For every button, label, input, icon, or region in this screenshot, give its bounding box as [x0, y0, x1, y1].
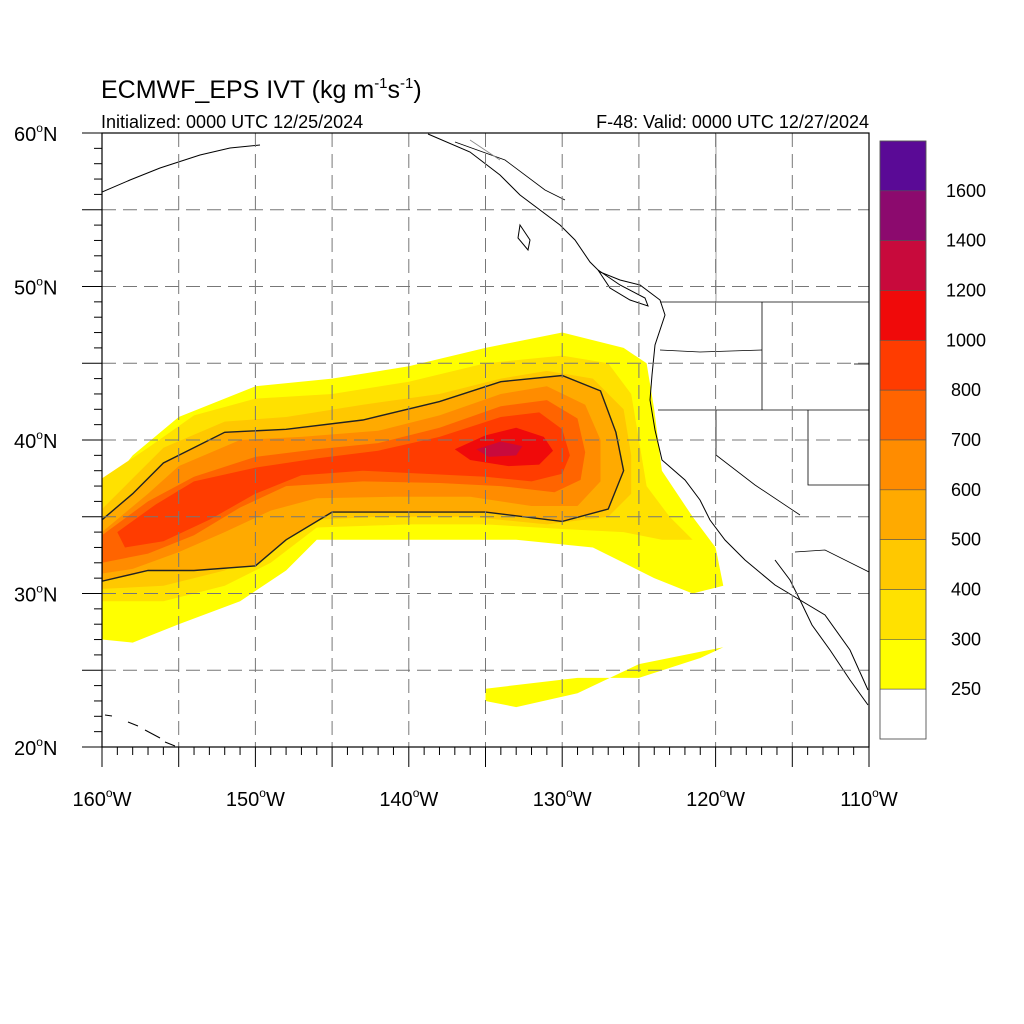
coastlines	[102, 133, 869, 747]
colorbar-swatch	[879, 639, 927, 690]
colorbar-label: 500	[951, 530, 981, 550]
alaska-coast	[102, 144, 261, 193]
colorbar-label: 800	[951, 380, 981, 400]
init-time-label: Initialized: 0000 UTC 12/25/2024	[101, 112, 363, 132]
colorbar-swatch	[879, 240, 927, 291]
colorbar-swatch	[879, 140, 927, 192]
lon-label: 110oW	[840, 786, 898, 811]
colorbar-label: 700	[951, 430, 981, 450]
political-borders	[454, 141, 869, 573]
alaska-canada-border	[454, 141, 566, 201]
lat-label: 30oN	[14, 582, 57, 607]
hawaii-islands	[104, 714, 176, 747]
lat-label: 40oN	[14, 428, 57, 453]
haida-gwaii	[517, 223, 531, 252]
colorbar-swatch	[879, 340, 927, 391]
lat-label: 20oN	[14, 735, 57, 760]
lat-label: 50oN	[14, 275, 57, 300]
colorbar-label: 1200	[946, 281, 986, 301]
north-america-coastline	[427, 133, 869, 691]
colorbar-label: 1000	[946, 330, 986, 350]
baja-california-coastline	[774, 559, 869, 706]
valid-time-label: F-48: Valid: 0000 UTC 12/27/2024	[596, 112, 869, 132]
ivt-contour-line-0	[102, 374, 625, 582]
utah-border	[807, 410, 869, 486]
colorbar-swatch	[879, 489, 927, 540]
colorbar-label: 300	[951, 629, 981, 649]
colorbar-label: 250	[951, 679, 981, 699]
colorbar-swatch	[879, 688, 927, 740]
colorbar-frame	[879, 140, 927, 740]
colorbar-label: 1600	[946, 181, 986, 201]
colorbar-swatch	[879, 439, 927, 491]
ivt-band-800-7	[117, 412, 570, 548]
lon-label: 150oW	[226, 786, 285, 811]
vancouver-island	[597, 269, 649, 307]
colorbar-label: 1400	[946, 231, 986, 251]
map-plot-area	[102, 133, 869, 747]
ivt-band-1200-9	[476, 441, 523, 457]
colorbar-swatch	[879, 539, 927, 590]
lat-label: 60oN	[14, 121, 57, 146]
colorbar-swatch	[879, 389, 927, 441]
axis-ticks	[82, 132, 870, 767]
latitude-labels: 60oN 50oN 40oN 30oN 20oN	[14, 121, 57, 760]
lon-label: 160oW	[73, 786, 132, 811]
colorbar-swatch	[879, 290, 927, 341]
lat-lon-grid	[102, 133, 869, 747]
map-title: ECMWF_EPS IVT (kg m-1s-1)	[101, 75, 422, 104]
colorbar: 1600 1400 1200 1000 800 700 600 500 400 300 250	[879, 140, 986, 740]
ivt-band-250-1	[485, 647, 724, 708]
us-mexico-border	[794, 549, 869, 573]
colorbar-swatch	[879, 589, 927, 640]
colorbar-label: 400	[951, 580, 981, 600]
longitude-labels: 160oW 150oW 140oW 130oW 120oW 110oW	[73, 786, 898, 811]
colorbar-swatch	[879, 190, 927, 241]
colorbar-label: 600	[951, 480, 981, 500]
ivt-500-contour	[102, 374, 625, 582]
lon-label: 130oW	[533, 786, 592, 811]
washington-oregon-border	[659, 349, 763, 353]
lon-label: 120oW	[686, 786, 745, 811]
lon-label: 140oW	[379, 786, 438, 811]
